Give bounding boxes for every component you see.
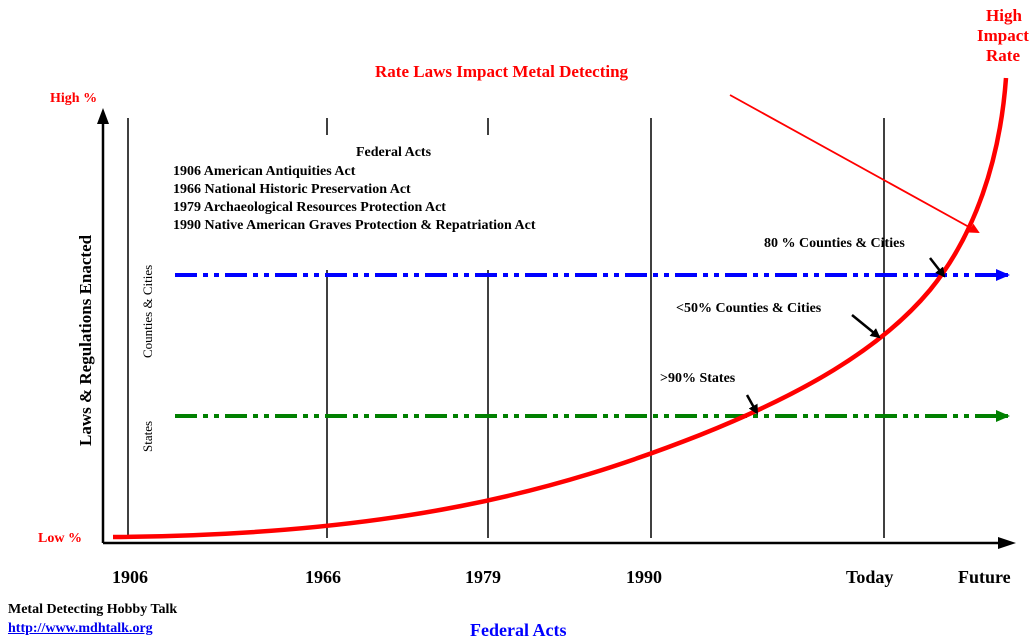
federal-acts-list: 1906 American Antiquities Act 1966 Natio…	[173, 163, 536, 235]
x-tick-future: Future	[958, 567, 1011, 587]
x-tick-1966: 1966	[305, 567, 341, 587]
x-axis-title: Federal Acts	[470, 620, 567, 640]
federal-act-item: 1990 Native American Graves Protection &…	[173, 218, 536, 233]
y-axis-low-label: Low %	[38, 531, 82, 546]
federal-act-item: 1966 National Historic Preservation Act	[173, 182, 411, 197]
counties-50-pointer	[851, 314, 881, 339]
states-vertical-label: States	[140, 420, 155, 452]
y-axis-arrowhead	[97, 108, 109, 124]
y-axis-title: Laws & Regulations Enacted	[76, 234, 95, 446]
high-impact-label-line-3: Rate	[986, 46, 1020, 65]
x-tick-1906: 1906	[112, 567, 148, 587]
x-tick-today: Today	[846, 567, 894, 587]
states-90-pointer	[745, 394, 759, 415]
counties-50-annotation: <50% Counties & Cities	[676, 301, 822, 316]
counties-cities-vertical-label: Counties & Cities	[140, 264, 155, 358]
high-impact-label-line-2: Impact	[977, 26, 1029, 45]
federal-acts-heading: Federal Acts	[356, 145, 432, 160]
federal-act-item: 1979 Archaeological Resources Protection…	[173, 200, 446, 215]
high-impact-label-line-1: High	[986, 6, 1022, 25]
counties-80-pointer	[929, 257, 946, 278]
title-pointer-arrow	[729, 94, 980, 233]
credit-link[interactable]: http://www.mdhtalk.org	[8, 621, 153, 636]
x-tick-1979: 1979	[465, 567, 501, 587]
counties-80-annotation: 80 % Counties & Cities	[764, 236, 905, 251]
credit-name: Metal Detecting Hobby Talk	[8, 602, 178, 617]
states-90-annotation: >90% States	[660, 371, 736, 386]
federal-act-item: 1906 American Antiquities Act	[173, 164, 356, 179]
x-tick-1990: 1990	[626, 567, 662, 587]
x-axis-arrowhead	[998, 537, 1016, 549]
diagram-title: Rate Laws Impact Metal Detecting	[375, 62, 629, 81]
impact-rate-curve	[112, 77, 1009, 540]
y-axis-high-label: High %	[50, 91, 98, 106]
